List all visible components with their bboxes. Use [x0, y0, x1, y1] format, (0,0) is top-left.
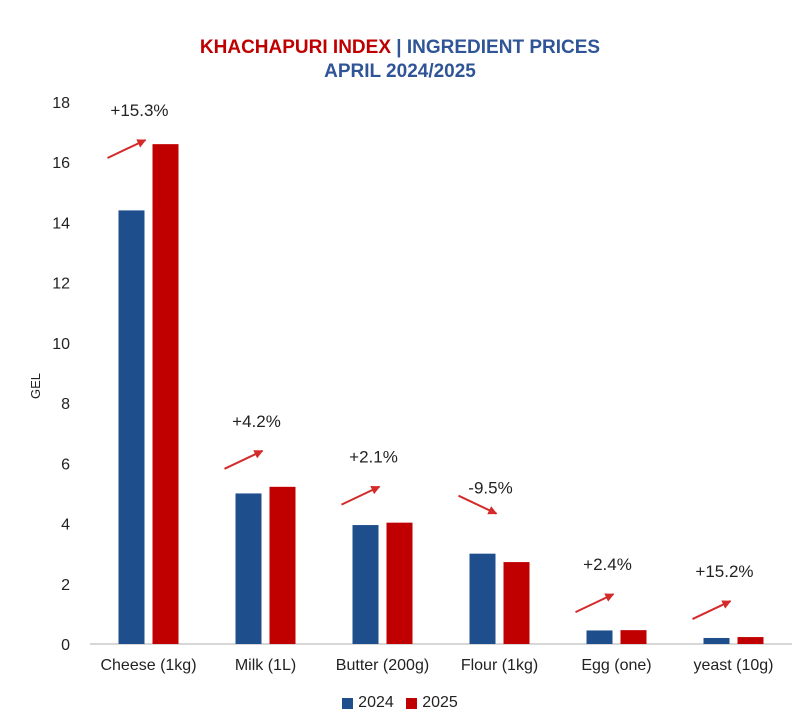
bar-2024: [703, 637, 730, 644]
y-tick-label: 0: [61, 637, 70, 654]
legend-swatch-2024: [342, 697, 354, 709]
bar-2025: [386, 522, 413, 644]
x-tick-label: Egg (one): [581, 657, 651, 674]
change-annotation: +15.2%: [695, 562, 753, 581]
change-arrow: [692, 600, 732, 620]
bar-2024: [469, 553, 496, 644]
bar-2024: [352, 525, 379, 644]
y-tick-label: 2: [61, 577, 70, 594]
change-annotation: -9.5%: [468, 479, 512, 498]
bar-2024: [118, 210, 145, 644]
y-tick-label: 14: [52, 215, 70, 232]
y-tick-label: 4: [61, 517, 70, 534]
legend-label-2025: 2025: [422, 694, 458, 711]
change-annotation: +15.3%: [110, 101, 168, 120]
legend: 2024 2025: [0, 694, 800, 714]
change-arrow: [341, 485, 381, 506]
y-tick-label: 6: [61, 456, 70, 473]
change-arrow: [224, 449, 264, 470]
x-tick-label: Cheese (1kg): [100, 657, 196, 674]
bar-2025: [152, 144, 179, 644]
bar-2025: [620, 630, 647, 644]
x-tick-label: Butter (200g): [336, 657, 429, 674]
bar-2024: [235, 493, 262, 644]
title-subject: INGREDIENT PRICES: [406, 37, 601, 58]
change-annotation: +2.4%: [583, 555, 632, 574]
bar-2025: [503, 562, 530, 644]
y-axis-label: GEL: [28, 373, 43, 399]
y-tick-label: 8: [61, 396, 70, 413]
title-line-1: KHACHAPURI INDEX | INGREDIENT PRICES: [0, 36, 800, 60]
change-arrow: [107, 139, 147, 159]
x-tick-label: yeast (10g): [693, 657, 773, 674]
title-separator: |: [391, 37, 407, 58]
legend-item-2024: 2024: [342, 694, 394, 712]
legend-label-2024: 2024: [358, 694, 394, 711]
change-annotation: +2.1%: [349, 448, 398, 467]
change-arrow: [458, 494, 498, 515]
x-tick-label: Flour (1kg): [461, 657, 538, 674]
bar-2025: [737, 637, 764, 644]
y-tick-label: 18: [52, 95, 70, 112]
bar-2025: [269, 486, 296, 644]
legend-swatch-2025: [406, 697, 418, 709]
title-brand: KHACHAPURI INDEX: [199, 37, 391, 58]
bar-2024: [586, 630, 613, 644]
chart-title: KHACHAPURI INDEX | INGREDIENT PRICES APR…: [0, 36, 800, 84]
y-tick-label: 10: [52, 336, 70, 353]
legend-item-2025: 2025: [406, 694, 458, 712]
y-tick-label: 16: [52, 155, 70, 172]
change-arrow: [575, 593, 615, 614]
title-line-2: APRIL 2024/2025: [324, 61, 476, 82]
x-tick-label: Milk (1L): [235, 657, 296, 674]
y-tick-label: 12: [52, 276, 70, 293]
bar-chart: 0 2 4 6 8 10 12 14 16 18 GEL Cheese (1kg) +15.3% Milk…: [28, 95, 792, 674]
change-annotation: +4.2%: [232, 412, 281, 431]
